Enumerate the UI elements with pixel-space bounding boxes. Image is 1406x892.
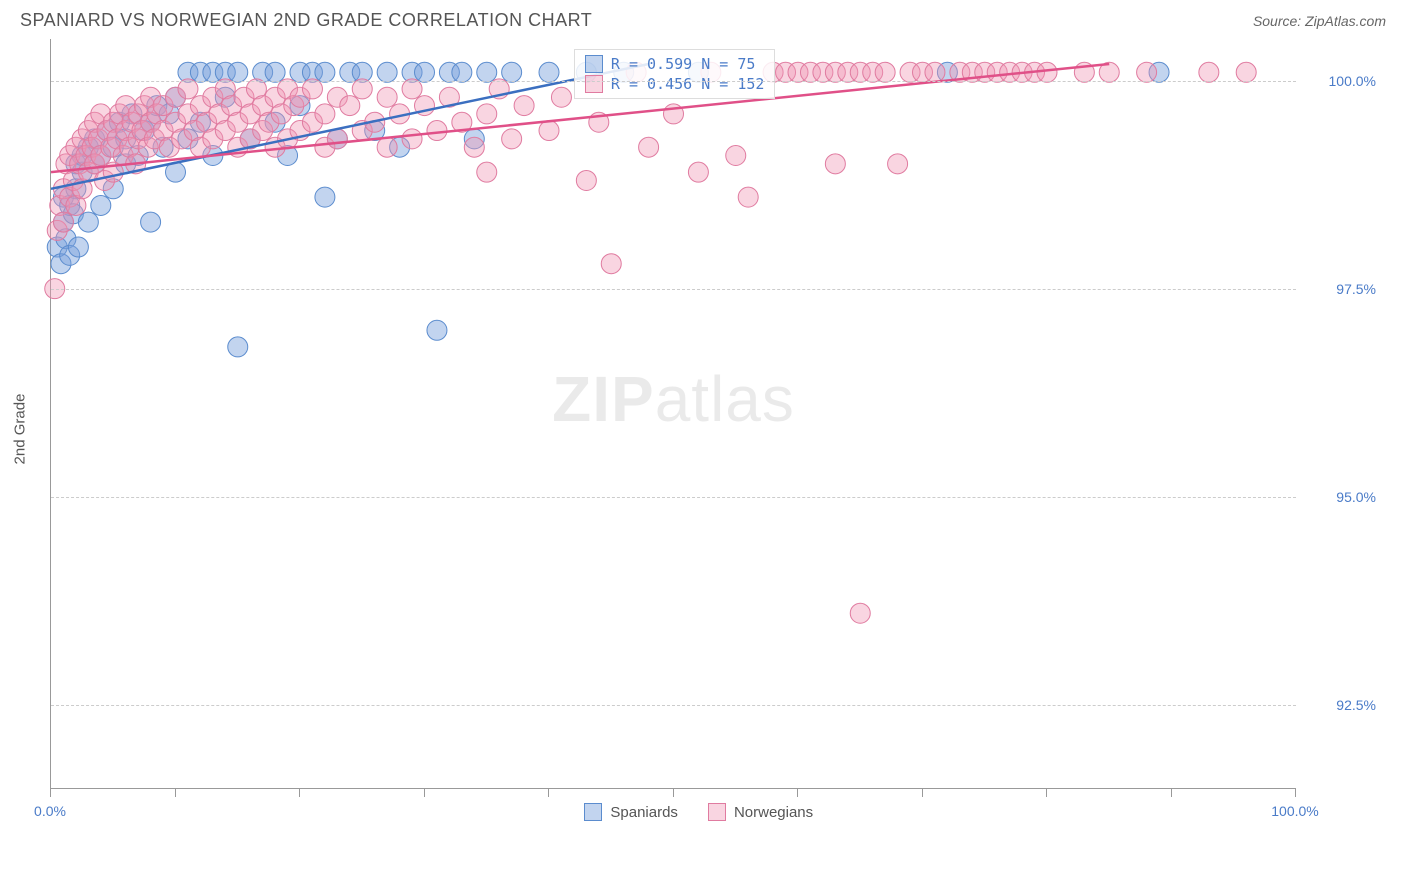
x-tick — [299, 789, 300, 797]
scatter-point — [352, 79, 372, 99]
plot-area: ZIPatlas R = 0.599 N = 75R = 0.456 N = 1… — [50, 39, 1296, 789]
scatter-point — [402, 79, 422, 99]
scatter-point — [850, 603, 870, 623]
x-tick-label: 100.0% — [1271, 803, 1318, 819]
x-tick — [797, 789, 798, 797]
scatter-point — [464, 137, 484, 157]
scatter-point — [427, 121, 447, 141]
scatter-point — [514, 96, 534, 116]
gridline-h — [51, 705, 1296, 706]
scatter-point — [639, 137, 659, 157]
scatter-point — [925, 62, 945, 82]
scatter-point — [539, 62, 559, 82]
bottom-legend-item: Norwegians — [708, 803, 813, 821]
y-axis-label: 2nd Grade — [12, 394, 29, 465]
gridline-h — [51, 289, 1296, 290]
scatter-point — [265, 62, 285, 82]
bottom-legend-label: Norwegians — [734, 804, 813, 821]
legend-swatch — [584, 803, 602, 821]
chart-container: 2nd Grade ZIPatlas R = 0.599 N = 75R = 0… — [50, 39, 1386, 819]
scatter-point — [91, 195, 111, 215]
y-tick-label: 92.5% — [1336, 697, 1376, 713]
scatter-point — [53, 212, 73, 232]
legend-swatch — [708, 803, 726, 821]
scatter-point — [228, 62, 248, 82]
stats-legend-text: R = 0.456 N = 152 — [611, 75, 765, 93]
scatter-point — [302, 79, 322, 99]
scatter-point — [228, 337, 248, 357]
scatter-point — [502, 129, 522, 149]
scatter-point — [141, 212, 161, 232]
x-tick — [548, 789, 549, 797]
legend-swatch — [585, 75, 603, 93]
scatter-point — [68, 237, 88, 257]
scatter-point — [415, 62, 435, 82]
scatter-point — [78, 212, 98, 232]
stats-legend: R = 0.599 N = 75 R = 0.456 N = 152 — [574, 49, 776, 99]
x-tick — [424, 789, 425, 797]
bottom-legend: Spaniards Norwegians — [584, 803, 813, 821]
scatter-point — [726, 146, 746, 166]
x-tick — [673, 789, 674, 797]
scatter-point — [601, 254, 621, 274]
scatter-point — [888, 154, 908, 174]
y-tick-label: 100.0% — [1329, 73, 1376, 89]
scatter-point — [178, 79, 198, 99]
x-tick — [1171, 789, 1172, 797]
chart-title: SPANIARD VS NORWEGIAN 2ND GRADE CORRELAT… — [20, 10, 592, 31]
scatter-point — [377, 62, 397, 82]
stats-legend-row: R = 0.456 N = 152 — [585, 74, 765, 94]
scatter-point — [551, 87, 571, 107]
scatter-point — [377, 87, 397, 107]
scatter-point — [738, 187, 758, 207]
scatter-point — [427, 320, 447, 340]
scatter-point — [688, 162, 708, 182]
stats-legend-row: R = 0.599 N = 75 — [585, 54, 765, 74]
stats-legend-text: R = 0.599 N = 75 — [611, 55, 756, 73]
gridline-h — [51, 81, 1296, 82]
x-tick — [922, 789, 923, 797]
y-tick-label: 95.0% — [1336, 489, 1376, 505]
scatter-point — [315, 62, 335, 82]
scatter-point — [477, 62, 497, 82]
x-tick — [50, 789, 51, 797]
scatter-point — [477, 104, 497, 124]
legend-swatch — [585, 55, 603, 73]
gridline-h — [51, 497, 1296, 498]
scatter-point — [825, 154, 845, 174]
bottom-legend-item: Spaniards — [584, 803, 678, 821]
scatter-point — [327, 129, 347, 149]
scatter-point — [340, 96, 360, 116]
scatter-point — [875, 62, 895, 82]
source-attribution: Source: ZipAtlas.com — [1253, 13, 1386, 29]
scatter-point — [402, 129, 422, 149]
x-tick — [175, 789, 176, 797]
x-tick — [1046, 789, 1047, 797]
scatter-point — [576, 170, 596, 190]
scatter-point — [315, 104, 335, 124]
scatter-point — [377, 137, 397, 157]
scatter-point — [477, 162, 497, 182]
scatter-point — [1137, 62, 1157, 82]
scatter-point — [452, 62, 472, 82]
y-tick-label: 97.5% — [1336, 281, 1376, 297]
scatter-point — [315, 187, 335, 207]
scatter-plot-svg — [51, 39, 1296, 788]
scatter-point — [539, 121, 559, 141]
bottom-legend-label: Spaniards — [610, 804, 678, 821]
scatter-point — [502, 62, 522, 82]
x-tick — [1295, 789, 1296, 797]
scatter-point — [1199, 62, 1219, 82]
x-tick-label: 0.0% — [34, 803, 66, 819]
scatter-point — [1236, 62, 1256, 82]
